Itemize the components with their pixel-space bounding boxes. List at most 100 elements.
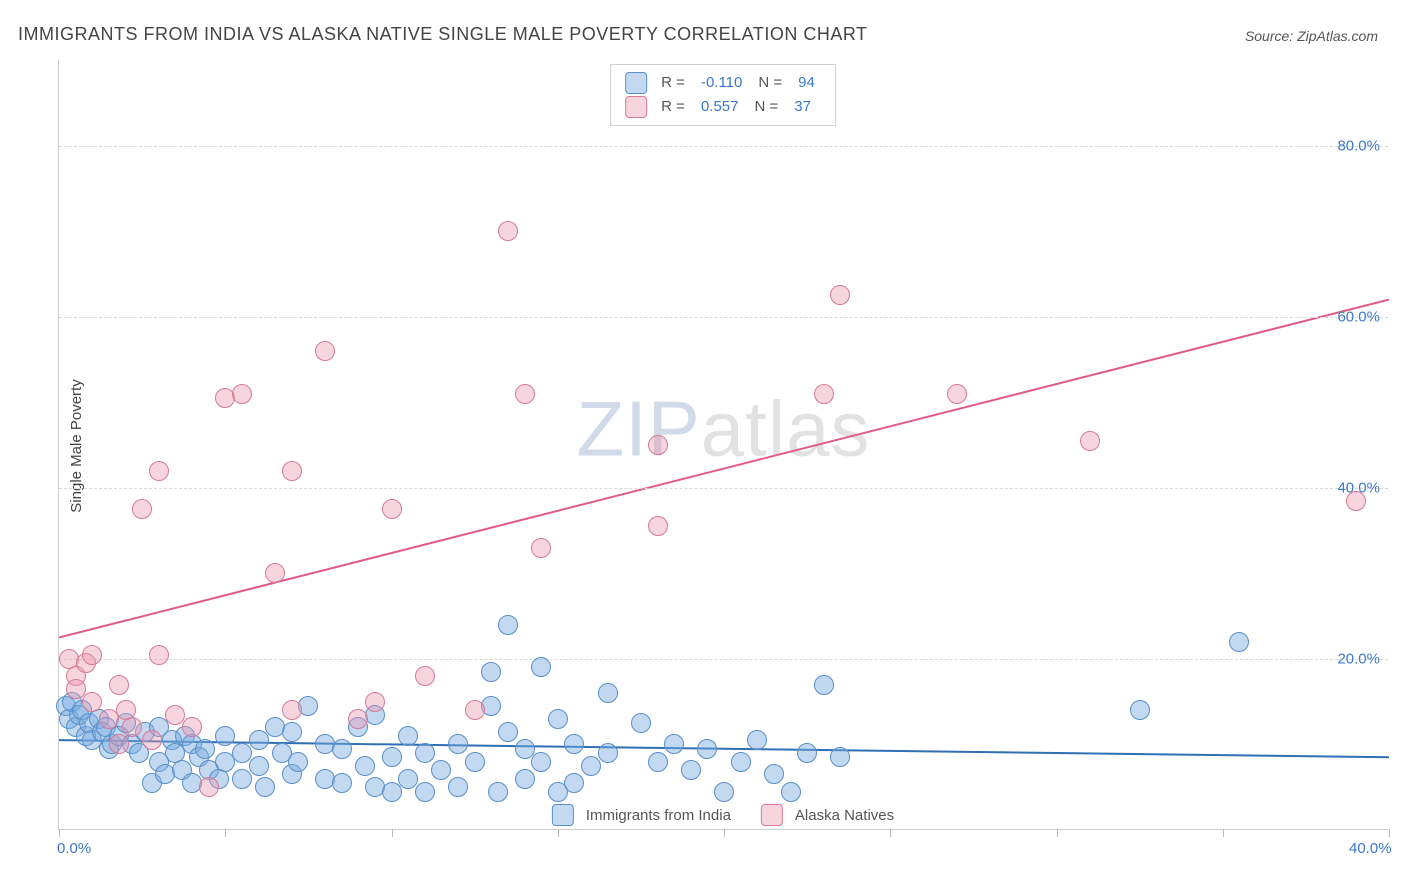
x-tick bbox=[1223, 829, 1224, 837]
x-tick bbox=[724, 829, 725, 837]
data-point bbox=[648, 516, 668, 536]
data-point bbox=[265, 563, 285, 583]
source-prefix: Source: bbox=[1245, 28, 1297, 44]
data-point bbox=[382, 782, 402, 802]
data-point bbox=[814, 384, 834, 404]
legend-item: Immigrants from India bbox=[552, 804, 731, 826]
legend-label: Alaska Natives bbox=[795, 807, 894, 824]
data-point bbox=[598, 683, 618, 703]
chart-canvas: ZIPatlas 20.0%40.0%60.0%80.0%0.0%40.0% bbox=[58, 60, 1388, 830]
x-tick bbox=[59, 829, 60, 837]
data-point bbox=[465, 752, 485, 772]
x-tick bbox=[890, 829, 891, 837]
legend-row: R = -0.110N = 94 bbox=[625, 71, 821, 95]
data-point bbox=[731, 752, 751, 772]
data-point bbox=[232, 769, 252, 789]
legend-r-value: -0.110 bbox=[701, 71, 742, 95]
data-point bbox=[781, 782, 801, 802]
data-point bbox=[122, 717, 142, 737]
series-legend: Immigrants from India Alaska Natives bbox=[552, 804, 894, 826]
data-point bbox=[648, 752, 668, 772]
legend-r-label: R = bbox=[661, 71, 685, 95]
data-point bbox=[82, 645, 102, 665]
legend-n-label: N = bbox=[754, 95, 778, 119]
data-point bbox=[182, 717, 202, 737]
data-point bbox=[498, 221, 518, 241]
data-point bbox=[415, 782, 435, 802]
data-point bbox=[797, 743, 817, 763]
source-name: ZipAtlas.com bbox=[1297, 28, 1378, 44]
data-point bbox=[149, 461, 169, 481]
legend-n-value: 37 bbox=[794, 95, 811, 119]
data-point bbox=[481, 662, 501, 682]
x-tick bbox=[392, 829, 393, 837]
data-point bbox=[282, 722, 302, 742]
data-point bbox=[531, 538, 551, 558]
data-point bbox=[1130, 700, 1150, 720]
x-tick-label: 0.0% bbox=[57, 840, 91, 857]
data-point bbox=[515, 769, 535, 789]
legend-swatch bbox=[625, 96, 647, 118]
x-tick bbox=[1057, 829, 1058, 837]
data-point bbox=[332, 739, 352, 759]
legend-row: R = 0.557 N = 37 bbox=[625, 95, 821, 119]
legend-r-label: R = bbox=[661, 95, 685, 119]
data-point bbox=[598, 743, 618, 763]
data-point bbox=[255, 777, 275, 797]
data-point bbox=[288, 752, 308, 772]
source-attribution: Source: ZipAtlas.com bbox=[1245, 28, 1378, 44]
data-point bbox=[315, 341, 335, 361]
watermark-atlas: atlas bbox=[701, 385, 871, 473]
legend-label: Immigrants from India bbox=[586, 807, 731, 824]
gridline bbox=[59, 488, 1388, 489]
y-tick-label: 60.0% bbox=[1337, 308, 1380, 325]
data-point bbox=[697, 739, 717, 759]
data-point bbox=[531, 752, 551, 772]
legend-swatch bbox=[552, 804, 574, 826]
chart-title: IMMIGRANTS FROM INDIA VS ALASKA NATIVE S… bbox=[18, 24, 868, 45]
data-point bbox=[195, 739, 215, 759]
data-point bbox=[531, 657, 551, 677]
legend-n-label: N = bbox=[758, 71, 782, 95]
data-point bbox=[481, 696, 501, 716]
data-point bbox=[282, 461, 302, 481]
data-point bbox=[714, 782, 734, 802]
data-point bbox=[448, 777, 468, 797]
trend-line bbox=[59, 300, 1389, 638]
trend-lines bbox=[59, 60, 1389, 830]
data-point bbox=[1346, 491, 1366, 511]
legend-swatch bbox=[625, 72, 647, 94]
x-tick bbox=[558, 829, 559, 837]
plot-area: ZIPatlas 20.0%40.0%60.0%80.0%0.0%40.0% R… bbox=[58, 60, 1388, 830]
data-point bbox=[298, 696, 318, 716]
data-point bbox=[814, 675, 834, 695]
data-point bbox=[215, 726, 235, 746]
data-point bbox=[581, 756, 601, 776]
data-point bbox=[1080, 431, 1100, 451]
data-point bbox=[631, 713, 651, 733]
data-point bbox=[830, 285, 850, 305]
correlation-legend: R = -0.110N = 94R = 0.557N = 37 bbox=[610, 64, 836, 126]
gridline bbox=[59, 146, 1388, 147]
data-point bbox=[199, 777, 219, 797]
data-point bbox=[249, 730, 269, 750]
data-point bbox=[249, 756, 269, 776]
legend-r-value: 0.557 bbox=[701, 95, 739, 119]
data-point bbox=[498, 615, 518, 635]
data-point bbox=[564, 734, 584, 754]
data-point bbox=[488, 782, 508, 802]
data-point bbox=[382, 499, 402, 519]
data-point bbox=[431, 760, 451, 780]
data-point bbox=[132, 499, 152, 519]
data-point bbox=[232, 384, 252, 404]
data-point bbox=[348, 709, 368, 729]
legend-swatch bbox=[761, 804, 783, 826]
data-point bbox=[448, 734, 468, 754]
gridline bbox=[59, 317, 1388, 318]
data-point bbox=[664, 734, 684, 754]
data-point bbox=[415, 743, 435, 763]
data-point bbox=[109, 675, 129, 695]
data-point bbox=[82, 692, 102, 712]
data-point bbox=[515, 384, 535, 404]
data-point bbox=[465, 700, 485, 720]
